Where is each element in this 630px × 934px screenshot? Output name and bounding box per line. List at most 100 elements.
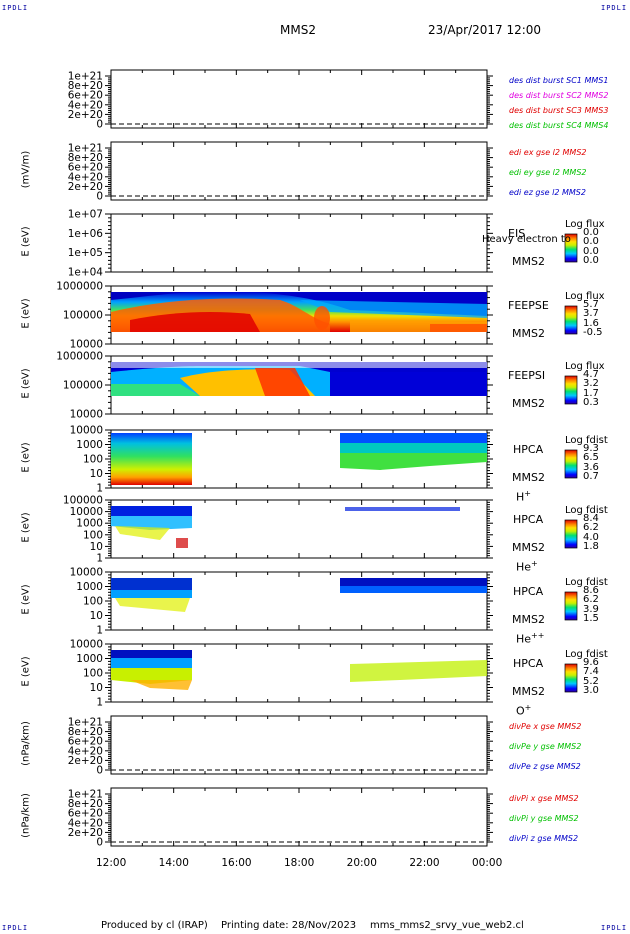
y-tick-label: 1e+05 xyxy=(68,247,103,259)
species-charge: + xyxy=(524,703,532,712)
colorbar-tick-label: 0.3 xyxy=(583,397,599,408)
y-tick-label: 1000 xyxy=(76,581,103,593)
y-tick-label: 10 xyxy=(90,610,103,622)
colorbar-tick-label: 8.4 xyxy=(583,513,599,524)
colorbar-tick-label: 5.2 xyxy=(583,675,599,687)
legend-entry: divPe z gse MMS2 xyxy=(509,762,581,771)
y-axis-label: E (eV) xyxy=(20,442,32,473)
y-tick-label: 100000 xyxy=(63,380,103,392)
colorbar-title: Log fdist xyxy=(565,649,608,660)
colorbar-tick-label: 9.3 xyxy=(583,443,599,454)
footer-printing-date: Printing date: 28/Nov/2023 xyxy=(221,920,357,931)
legend-entry: des dist burst SC4 MMS4 xyxy=(509,121,609,130)
panel-instrument-name: FEEPSI xyxy=(508,369,546,382)
panel-frame xyxy=(110,213,488,273)
legend-entry: divPe y gse MMS2 xyxy=(509,742,582,751)
y-tick-label: 1e+21 xyxy=(68,71,103,83)
y-tick-label: 10 xyxy=(90,541,103,553)
y-tick-label: 0 xyxy=(96,765,103,777)
y-tick-label: 6e+20 xyxy=(68,162,103,174)
panel-spacecraft-name: MMS2 xyxy=(512,471,545,484)
colorbar-tick-label: 9.6 xyxy=(583,657,599,668)
colorbar-tick-label: 1.8 xyxy=(583,541,599,552)
y-tick-label: 1 xyxy=(96,697,103,709)
panel-species-label: O+ xyxy=(516,703,532,718)
y-tick-label: 10000 xyxy=(70,409,103,421)
colorbar xyxy=(564,305,578,335)
y-tick-label: 8e+20 xyxy=(68,80,103,92)
y-tick-label: 100 xyxy=(83,529,103,541)
colorbar-title: Log flux xyxy=(565,219,605,230)
colorbar-tick-label: 1.5 xyxy=(583,613,599,624)
colorbar-tick-label: 0.0 xyxy=(583,236,599,248)
legend-entry: divPi x gse MMS2 xyxy=(509,794,579,803)
y-tick-label: 10000 xyxy=(70,639,103,651)
colorbar-tick-label: 3.0 xyxy=(583,685,599,696)
feepsi-spectrogram xyxy=(111,362,487,396)
footer-produced-by: Produced by cl (IRAP) xyxy=(101,920,208,931)
legend-entry: des dist burst SC2 MMS2 xyxy=(509,91,609,100)
panel-frame xyxy=(110,787,488,847)
colorbar-title: Log fdist xyxy=(565,505,608,516)
panel-frame xyxy=(110,141,488,201)
y-axis-label: E (eV) xyxy=(20,226,32,257)
corner-label-bottom-left: IPDLI xyxy=(2,924,29,932)
legend-entry: divPe x gse MMS2 xyxy=(509,722,582,731)
y-tick-label: 4e+20 xyxy=(68,745,103,757)
y-tick-label: 1e+21 xyxy=(68,717,103,729)
panel-frame xyxy=(110,69,488,129)
colorbar xyxy=(564,519,578,549)
y-tick-label: 10 xyxy=(90,682,103,694)
y-axis-label: E (eV) xyxy=(20,584,32,615)
colorbar-tick-label: 5.7 xyxy=(583,299,599,310)
y-tick-label: 0 xyxy=(96,837,103,849)
feepse-spectrogram xyxy=(111,292,487,332)
colorbar-tick-label: 3.2 xyxy=(583,378,599,390)
colorbar-tick-label: 0.7 xyxy=(583,471,599,482)
panel-instrument-name: HPCA xyxy=(513,585,544,598)
colorbar-tick-label: -0.5 xyxy=(583,327,603,338)
colorbar-tick-label: 0.0 xyxy=(583,245,599,257)
x-tick-label: 00:00 xyxy=(472,857,503,869)
colorbar-tick-label: 3.9 xyxy=(583,603,599,615)
colorbar xyxy=(564,233,578,263)
species-charge: + xyxy=(531,559,538,568)
y-tick-label: 10000 xyxy=(70,339,103,351)
panel-spacecraft-name: MMS2 xyxy=(512,397,545,410)
y-tick-label: 0 xyxy=(96,191,103,203)
footer-script-name: mms_mms2_srvy_vue_web2.cl xyxy=(370,920,524,931)
legend-entry: divPi y gse MMS2 xyxy=(509,814,579,823)
colorbar-title: Log flux xyxy=(565,291,605,302)
corner-label-top-left: IPDLI xyxy=(2,4,29,12)
colorbar-tick-label: 6.2 xyxy=(583,594,599,606)
y-tick-label: 4e+20 xyxy=(68,817,103,829)
x-tick-label: 16:00 xyxy=(221,857,252,869)
y-tick-label: 100 xyxy=(83,454,103,466)
y-tick-label: 8e+20 xyxy=(68,798,103,810)
colorbar-tick-label: 1.7 xyxy=(583,387,599,399)
colorbar-tick-label: 6.2 xyxy=(583,522,599,534)
legend-entry: edi ey gse l2 MMS2 xyxy=(509,168,587,177)
colorbar xyxy=(564,591,578,621)
spacecraft-title: MMS2 xyxy=(280,23,316,37)
colorbar xyxy=(564,449,578,479)
panel-instrument-name: FEEPSE xyxy=(508,299,549,312)
colorbar-tick-label: 3.7 xyxy=(583,308,599,320)
panel-instrument-name: HPCA xyxy=(513,513,544,526)
x-tick-label: 14:00 xyxy=(158,857,189,869)
hpca-he-plus-spectrogram xyxy=(111,506,460,548)
hpca-h-spectrogram xyxy=(111,433,487,485)
y-tick-label: 1e+06 xyxy=(68,228,104,240)
y-tick-label: 1e+21 xyxy=(68,789,103,801)
y-tick-label: 6e+20 xyxy=(68,736,103,748)
y-axis-label: E (eV) xyxy=(20,368,32,399)
hpca-o-plus-spectrogram xyxy=(111,650,487,690)
y-axis-label: E (eV) xyxy=(20,512,32,543)
y-axis-label: E (eV) xyxy=(20,298,32,329)
y-tick-label: 10000 xyxy=(70,567,103,579)
